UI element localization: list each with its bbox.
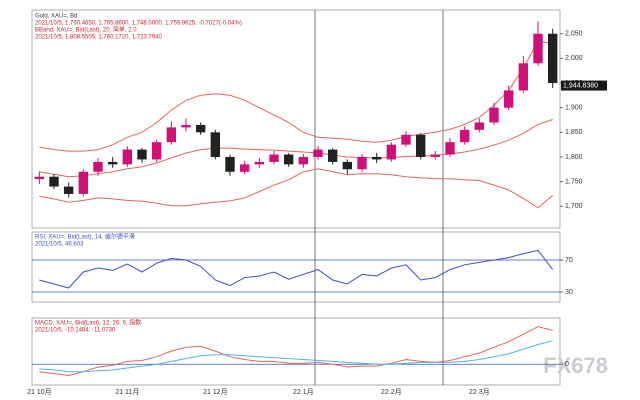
x-tick-label: 22 3月 bbox=[469, 388, 490, 396]
candle-body bbox=[93, 161, 103, 172]
candle-body bbox=[34, 176, 45, 180]
series-line bbox=[39, 168, 554, 209]
last-price-box bbox=[561, 80, 607, 91]
candle-body bbox=[547, 33, 558, 84]
y-tick-label: 1,900 bbox=[565, 105, 583, 112]
candle-body bbox=[166, 127, 177, 143]
y-tick-label: 1,750 bbox=[565, 178, 583, 185]
candle-body bbox=[503, 90, 514, 108]
candle-body bbox=[181, 124, 191, 128]
candle-body bbox=[122, 149, 133, 165]
candle-body bbox=[401, 134, 411, 145]
candle-body bbox=[415, 134, 426, 157]
candle-body bbox=[269, 154, 279, 162]
candle-body bbox=[474, 122, 485, 130]
y-tick-label: 1,850 bbox=[565, 129, 583, 136]
candle-body bbox=[107, 161, 118, 165]
macd-subtitle: 2021/10/5, -10.1484, -11.0730 bbox=[35, 328, 116, 334]
rsi-panel bbox=[31, 231, 561, 303]
macd-title: MACD, XAU=, Bid(Last), 12, 26, 9, 指数 bbox=[35, 319, 141, 327]
candle-body bbox=[210, 132, 221, 157]
series-line bbox=[39, 340, 553, 373]
y-tick-label: 2,000 bbox=[565, 55, 583, 62]
candle-body bbox=[151, 142, 162, 160]
candle-body bbox=[386, 144, 397, 160]
candle-body bbox=[63, 186, 74, 194]
price-panel bbox=[31, 9, 561, 229]
candle-body bbox=[371, 156, 382, 160]
candle-body bbox=[283, 154, 294, 165]
overlay-subtitle: 2021/10/5, 1,808.5505, 1,760.1720, 1,723… bbox=[35, 35, 162, 41]
rsi-title: RSI, XAU=, Bid(Last), 14, 威尔德平滑 bbox=[35, 233, 135, 241]
y-tick-label: 1,800 bbox=[565, 154, 583, 161]
y-tick-label: 0 bbox=[565, 361, 569, 368]
series-line bbox=[39, 249, 554, 289]
x-tick-label: 22 1月 bbox=[293, 388, 314, 396]
series-line bbox=[39, 326, 553, 377]
y-tick-label: 30 bbox=[565, 289, 573, 296]
candle-body bbox=[137, 149, 147, 160]
watermark: FX678 bbox=[543, 353, 608, 378]
candle-body bbox=[78, 171, 89, 194]
overlay-title: BBand, XAU=, Bid(Last), 20, 简单, 2.0 bbox=[35, 26, 137, 34]
candle-body bbox=[489, 107, 499, 123]
candle-body bbox=[430, 154, 441, 157]
candle-body bbox=[533, 33, 543, 64]
candle-body bbox=[254, 161, 265, 165]
candle-body bbox=[357, 156, 367, 170]
candle-body bbox=[225, 156, 235, 172]
x-tick-label: 22 2月 bbox=[381, 388, 402, 396]
chart-title: Gold, XAU=, Bd bbox=[35, 14, 78, 20]
y-tick-label: 70 bbox=[565, 257, 573, 264]
candle-body bbox=[342, 161, 353, 170]
x-tick-label: 21 12月 bbox=[203, 388, 228, 396]
x-tick-label: 21 11月 bbox=[115, 388, 139, 396]
chart-subtitle: 2021/10/5, 1,760.4650, 1,765.8600, 1,748… bbox=[35, 21, 242, 27]
candle-body bbox=[195, 124, 206, 133]
macd-panel bbox=[31, 317, 561, 386]
series-line bbox=[39, 40, 553, 152]
candle-body bbox=[313, 149, 323, 157]
candle-body bbox=[518, 63, 529, 91]
y-tick-label: 2,050 bbox=[565, 31, 583, 38]
y-tick-label: 1,700 bbox=[565, 203, 583, 210]
candle-body bbox=[239, 164, 250, 172]
candle-body bbox=[49, 176, 59, 187]
x-tick-label: 21 10月 bbox=[27, 388, 52, 396]
last-price-label: 1,944.8380 bbox=[563, 82, 598, 89]
candle-body bbox=[298, 156, 309, 165]
candle-body bbox=[459, 129, 470, 143]
rsi-subtitle: 2021/10/5, 46.603 bbox=[35, 242, 84, 248]
candle-body bbox=[327, 149, 338, 162]
candle-body bbox=[445, 142, 455, 155]
series-line bbox=[39, 119, 553, 178]
